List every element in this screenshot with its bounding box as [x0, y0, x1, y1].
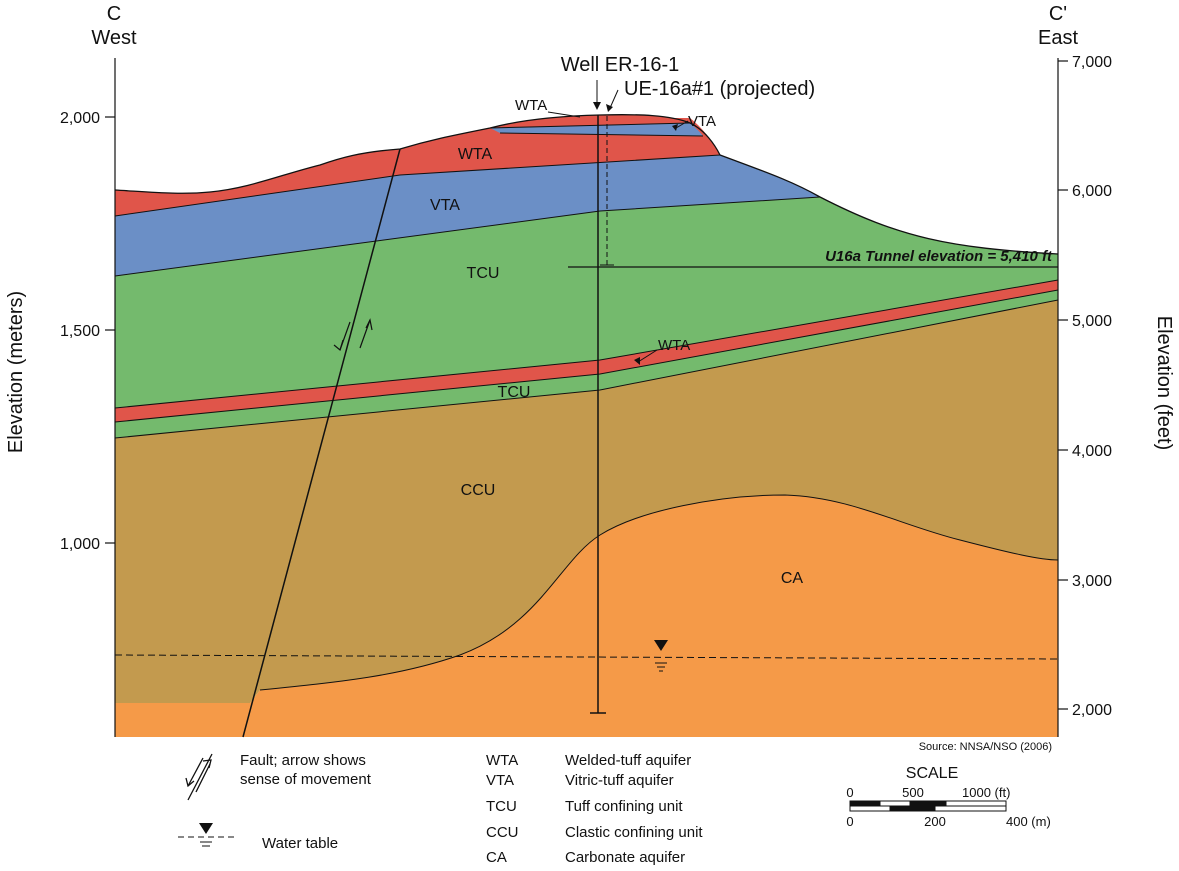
legend-unit-name: Vitric-tuff aquifer: [565, 772, 674, 789]
vta-top-leader: [675, 120, 689, 129]
legend-unit-name: Tuff confining unit: [565, 798, 683, 815]
legend-unit-abbr: VTA: [486, 772, 514, 789]
legend-unit-abbr: CA: [486, 849, 507, 866]
left-tick-2000: 2,000: [60, 110, 100, 127]
wta-top-label: WTA: [515, 97, 547, 114]
right-tick-4000: 4,000: [1072, 443, 1112, 460]
wta-upper-label: WTA: [458, 146, 493, 163]
legend-fault-line1: Fault; arrow shows: [240, 752, 366, 769]
ground-surface: [114, 114, 1059, 255]
right-end-letter: C': [1049, 3, 1067, 25]
scale-ft-tick-0: 0: [846, 785, 853, 800]
tcu-main-label: TCU: [467, 265, 500, 282]
unit-tcu-main: [115, 197, 1058, 408]
well-er-16-1-label: Well ER-16-1: [561, 54, 680, 76]
source-note: Source: NNSA/NSO (2006): [919, 741, 1052, 753]
right-axis-ticks: [1058, 60, 1068, 710]
fault-line: [242, 148, 401, 738]
vta-upper-label: VTA: [430, 197, 460, 214]
legend-unit-abbr: WTA: [486, 752, 518, 769]
right-axis-title: Elevation (feet): [1153, 316, 1175, 451]
legend-water-table-symbol: [178, 823, 236, 847]
left-tick-1500: 1,500: [60, 323, 100, 340]
tunnel-elevation-label: U16a Tunnel elevation = 5,410 ft: [825, 248, 1053, 265]
legend-fault-line2: sense of movement: [240, 771, 372, 788]
legend-water-table-label: Water table: [262, 835, 338, 852]
water-table-line: [114, 654, 1059, 660]
scale-m-tick-0: 0: [846, 814, 853, 829]
unit-vta-summit-lens: [490, 123, 703, 136]
unit-wta-summit-cap: [490, 114, 690, 128]
scale-m-tick-200: 200: [924, 814, 946, 829]
scale-title: SCALE: [906, 765, 958, 782]
legend-unit-name: Carbonate aquifer: [565, 849, 685, 866]
unit-vta: [115, 155, 820, 276]
water-table-symbol: [654, 640, 668, 672]
right-tick-3000: 3,000: [1072, 573, 1112, 590]
fault-movement-arrows: [333, 318, 373, 352]
vta-top-label: VTA: [688, 113, 716, 130]
projected-well-leader: [609, 89, 619, 109]
vta-top-leader-head: [672, 124, 678, 131]
wta-top-leader: [547, 111, 581, 118]
left-end-direction: West: [91, 27, 137, 49]
left-axis-title: Elevation (meters): [5, 291, 27, 453]
legend-unit-name: Clastic confining unit: [565, 824, 703, 841]
unit-wta-lower: [115, 280, 1058, 422]
unit-tcu-lower: [115, 290, 1058, 438]
scale-bar: [849, 800, 1007, 812]
right-tick-5000: 5,000: [1072, 313, 1112, 330]
scale-ft-tick-1000: 1000 (ft): [962, 785, 1010, 800]
well-ue-16a-label: UE-16a#1 (projected): [624, 78, 815, 100]
ca-label: CA: [781, 570, 804, 587]
wta-thin-label: WTA: [658, 337, 690, 354]
ccu-label: CCU: [461, 482, 496, 499]
left-axis-ticks: [105, 116, 115, 544]
wta-thin-leader: [637, 349, 658, 363]
unit-wta: [115, 118, 720, 216]
left-end-letter: C: [107, 3, 121, 25]
projected-well-arrow-head: [606, 104, 613, 112]
well-arrow-head: [593, 102, 601, 110]
legend-unit-abbr: CCU: [486, 824, 519, 841]
scale-m-tick-400: 400 (m): [1006, 814, 1051, 829]
left-tick-1000: 1,000: [60, 536, 100, 553]
legend-fault-symbol: [185, 753, 213, 801]
scale-ft-tick-500: 500: [902, 785, 924, 800]
unit-boundaries: [114, 122, 1059, 691]
legend-unit-name: Welded-tuff aquifer: [565, 752, 691, 769]
wta-thin-leader-head: [634, 357, 640, 365]
unit-ccu: [115, 300, 1058, 703]
right-tick-7000: 7,000: [1072, 54, 1112, 71]
right-tick-2000: 2,000: [1072, 702, 1112, 719]
tcu-lower-label: TCU: [498, 384, 531, 401]
legend-unit-abbr: TCU: [486, 798, 517, 815]
right-tick-6000: 6,000: [1072, 183, 1112, 200]
right-end-direction: East: [1038, 27, 1078, 49]
unit-ca: [115, 495, 1058, 737]
legend-units: WTA Welded-tuff aquifer VTA Vitric-tuff …: [486, 752, 703, 866]
